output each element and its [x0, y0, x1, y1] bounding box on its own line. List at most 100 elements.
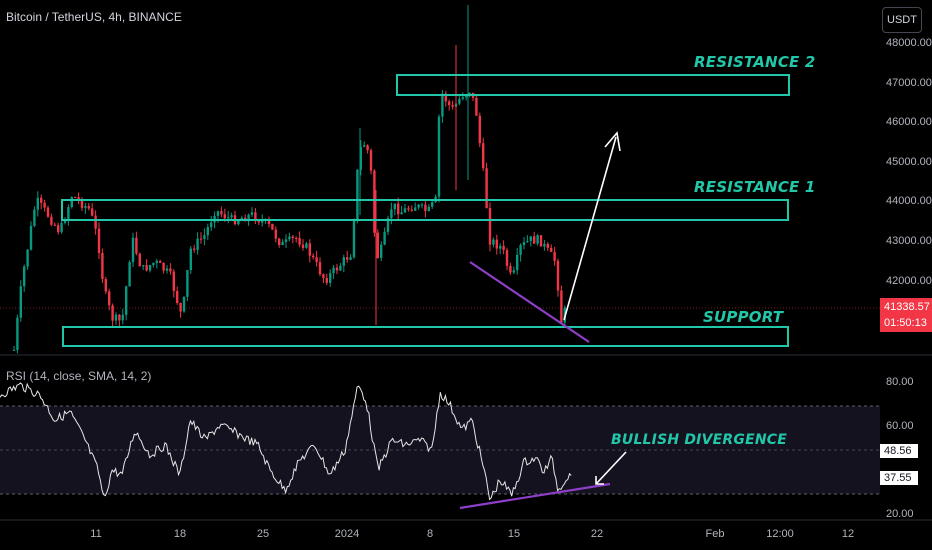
- time-label: 15: [507, 528, 521, 540]
- rsi-axis-label: 80.00: [886, 376, 914, 388]
- price-label: 42000.00: [886, 275, 932, 287]
- candle-body: [386, 218, 390, 232]
- symbol-title[interactable]: Bitcoin / TetherUS, 4h, BINANCE: [6, 10, 182, 24]
- candle-body: [67, 207, 70, 221]
- candle-body: [482, 143, 485, 169]
- candle-body: [87, 206, 90, 209]
- candle-body: [94, 215, 97, 229]
- candle-body: [533, 236, 536, 244]
- candle-body: [560, 290, 563, 323]
- candle-body: [23, 266, 26, 287]
- candle-body: [176, 291, 179, 303]
- rsi-axis-label: 20.00: [886, 508, 914, 520]
- candle-body: [478, 115, 481, 144]
- candle-body: [254, 212, 257, 222]
- candle-body: [240, 217, 243, 221]
- candle-body: [291, 236, 294, 239]
- rsi-indicator-title[interactable]: RSI (14, close, SMA, 14, 2): [6, 369, 152, 383]
- candle-body: [19, 286, 22, 318]
- candle-body: [414, 207, 417, 211]
- candle-body: [101, 253, 104, 280]
- candle-body: [121, 314, 124, 321]
- candle-body: [359, 146, 362, 170]
- candle-body: [237, 220, 240, 225]
- price-divergence-trendline[interactable]: [469, 261, 590, 343]
- candle-body: [261, 220, 264, 223]
- rsi-value-box: [880, 444, 918, 458]
- rsi-divergence-trendline[interactable]: [459, 482, 611, 510]
- candle-body: [29, 225, 33, 250]
- candle-body: [77, 197, 80, 200]
- candle-body: [468, 92, 471, 95]
- candle-body: [111, 305, 114, 321]
- candle-body: [488, 208, 492, 245]
- candle-body: [36, 197, 39, 210]
- candle-body: [193, 248, 196, 250]
- candle-body: [393, 203, 396, 210]
- currency-button[interactable]: USDT: [882, 7, 922, 33]
- support-zone[interactable]: [62, 326, 789, 347]
- candle-body: [502, 245, 505, 251]
- candle-body: [288, 236, 291, 240]
- time-label: 18: [173, 528, 187, 540]
- price-label: 45000.00: [886, 156, 932, 168]
- candle-body: [380, 244, 383, 258]
- candle-body: [271, 223, 274, 230]
- candle-body: [128, 262, 131, 287]
- candle-body: [556, 260, 560, 291]
- support-label: SUPPORT: [703, 308, 784, 326]
- candle-body: [346, 257, 349, 260]
- candle-body: [278, 238, 281, 245]
- candle-body: [339, 265, 342, 271]
- candle-body: [301, 244, 305, 248]
- time-label: 11: [90, 528, 102, 540]
- candle-body: [43, 202, 46, 208]
- time-label: 12: [841, 528, 855, 540]
- time-label: 22: [590, 528, 604, 540]
- candle-body: [189, 248, 192, 271]
- candle-body: [210, 222, 213, 228]
- candle-body: [451, 105, 454, 107]
- candle-body: [247, 214, 250, 222]
- price-label: 43000.00: [886, 235, 932, 247]
- candle-body: [131, 237, 135, 263]
- candle-body: [369, 150, 373, 171]
- candle-body: [543, 243, 546, 247]
- candle-body: [230, 215, 233, 218]
- projection-arrow[interactable]: [563, 136, 617, 321]
- candle-body: [505, 250, 509, 266]
- candle-body: [70, 197, 73, 208]
- candle-body: [315, 257, 318, 263]
- resistance-1-zone[interactable]: [61, 199, 789, 221]
- candle-body: [250, 212, 254, 215]
- resistance-2-zone[interactable]: [396, 74, 790, 96]
- candle-body: [417, 204, 420, 208]
- rsi-ma-value-label: 37.55: [884, 472, 912, 484]
- candle-body: [424, 204, 427, 212]
- candle-body: [519, 245, 522, 255]
- rsi-ma-value-box: [880, 471, 918, 485]
- candle-body: [295, 238, 298, 240]
- candle-body: [349, 257, 352, 260]
- candle-body: [203, 235, 206, 239]
- candle-body: [145, 265, 148, 271]
- candle-body: [284, 239, 288, 242]
- candle-body: [114, 314, 118, 321]
- divergence-arrow[interactable]: [595, 451, 627, 485]
- candle-body: [329, 273, 332, 283]
- candle-body: [108, 291, 111, 306]
- candle-body: [118, 314, 121, 321]
- candle-body: [138, 253, 141, 267]
- candle-body: [485, 168, 488, 208]
- candle-body: [516, 254, 519, 271]
- candle-body: [97, 228, 101, 253]
- candle-body: [448, 101, 451, 105]
- candle-body: [397, 203, 400, 215]
- candle-body: [332, 267, 335, 274]
- candle-body: [274, 229, 277, 239]
- candle-body: [550, 247, 553, 252]
- price-label: 48000.00: [886, 37, 932, 49]
- candle-body: [407, 208, 410, 210]
- candle-body: [461, 97, 464, 99]
